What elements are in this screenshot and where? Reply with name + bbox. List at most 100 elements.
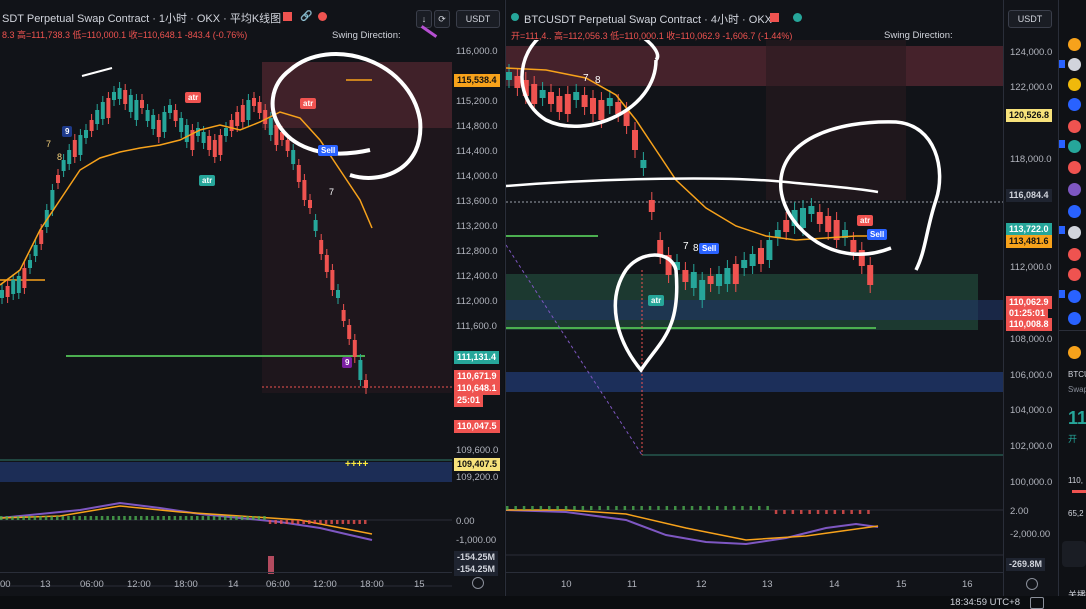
coin-icon[interactable] [1068, 38, 1081, 51]
right-chart-pane[interactable]: BTCUSDT Perpetual Swap Contract · 4小时 · … [505, 0, 1004, 596]
gear-icon[interactable] [1030, 597, 1044, 609]
countdown-tag: 01:25:01 [1006, 307, 1049, 320]
price-tick: 114,000.0 [456, 171, 498, 182]
osc-bar [134, 516, 137, 520]
settings-icon[interactable] [1026, 578, 1038, 590]
coin-icon[interactable] [1068, 78, 1081, 91]
left-price-axis[interactable]: USDT 116,000.0 115,200.0 114,800.0 114,4… [452, 0, 504, 609]
osc-bar [816, 510, 820, 514]
coin-icon[interactable] [1068, 58, 1081, 71]
osc-bar [514, 506, 517, 510]
annotation-circle [520, 40, 660, 129]
candle [364, 380, 368, 388]
coin-icon[interactable] [1068, 226, 1081, 239]
eight-marker: 8 [57, 152, 63, 162]
link-icon[interactable]: 🔗 [300, 11, 313, 22]
candle [257, 102, 262, 113]
sell-marker: Sell [699, 243, 720, 254]
price-tick: 122,000.0 [1010, 82, 1053, 93]
price-tag: 115,538.4 [454, 74, 500, 87]
coin-icon[interactable] [1068, 312, 1081, 325]
price-tick: 112,400.0 [456, 271, 498, 282]
candle [280, 132, 284, 140]
close-live-label[interactable]: 关播 [1068, 590, 1086, 600]
price-change: 开 [1068, 434, 1078, 444]
flag-icon[interactable] [283, 12, 292, 21]
status-dot-icon [511, 13, 519, 21]
annotation-circle [270, 52, 423, 180]
coin-icon[interactable] [1068, 161, 1081, 174]
osc-bar [224, 516, 227, 520]
time-tick: 06:00 [266, 579, 290, 590]
time-tick: 14 [829, 579, 840, 590]
candle [690, 272, 697, 288]
osc-tick: -1,000.00 [456, 535, 497, 546]
status-bar: 18:34:59 UTC+8 [0, 596, 1086, 609]
candle [100, 102, 105, 119]
coin-icon[interactable] [1068, 290, 1081, 303]
osc-tick: -2,000.00 [1010, 529, 1051, 540]
candle [699, 280, 706, 300]
candle [274, 125, 279, 145]
candle [196, 128, 200, 136]
right-time-axis[interactable]: 10 11 12 13 14 15 16 [506, 572, 1004, 596]
right-chart-title[interactable]: BTCUSDT Perpetual Swap Contract · 4小时 · … [524, 14, 772, 26]
time-tick: 12 [696, 579, 707, 590]
time-tick: 16 [962, 579, 973, 590]
coin-icon[interactable] [1068, 120, 1081, 133]
count-marker: 9 [342, 357, 353, 368]
candle [302, 180, 307, 200]
candle [581, 95, 588, 107]
candle [842, 230, 848, 238]
left-time-axis[interactable]: 00 13 06:00 12:00 18:00 14 06:00 12:00 1… [0, 572, 452, 596]
time-tick: 18:00 [174, 579, 198, 590]
coin-icon[interactable] [1068, 205, 1081, 218]
settings-icon[interactable] [472, 577, 484, 589]
seven-marker: 7 [583, 73, 589, 84]
flag-icon [1059, 290, 1065, 298]
left-currency-button[interactable]: USDT [456, 10, 500, 28]
right-chart-canvas[interactable] [506, 40, 1004, 596]
candle [0, 290, 4, 298]
atr-marker: atr [300, 98, 317, 109]
coin-icon[interactable] [1068, 140, 1081, 153]
flag-icon[interactable] [770, 13, 779, 22]
candle [665, 255, 672, 275]
osc-bar [151, 516, 154, 520]
left-chart-pane[interactable]: SDT Perpetual Swap Contract · 1小时 · OKX … [0, 0, 452, 596]
osc-bar [190, 516, 193, 520]
osc-bar [674, 506, 677, 510]
refresh-icon[interactable]: ⟳ [434, 10, 450, 28]
candle [347, 325, 352, 339]
candle [296, 165, 301, 182]
osc-bar [648, 506, 652, 510]
osc-bar [212, 516, 216, 520]
right-price-axis[interactable]: USDT 124,000.0 122,000.0 118,000.0 112,0… [1003, 0, 1058, 609]
candle [548, 92, 554, 104]
coin-icon[interactable] [1068, 98, 1081, 111]
osc-bar [598, 506, 601, 510]
osc-bar [257, 516, 261, 520]
price-tick: 115,200.0 [456, 96, 498, 107]
eight-marker: 8 [595, 75, 601, 86]
alert-icon[interactable] [793, 13, 802, 22]
time-tick: 06:00 [80, 579, 104, 590]
alert-icon[interactable] [318, 12, 327, 21]
osc-bar [285, 520, 289, 524]
osc-bar [44, 516, 48, 520]
last-price: 11 [1068, 408, 1086, 428]
info-card[interactable] [1062, 541, 1086, 567]
price-tick: 111,600.0 [456, 321, 497, 332]
osc-bar [522, 506, 526, 510]
left-chart-title[interactable]: SDT Perpetual Swap Contract · 1小时 · OKX … [2, 13, 282, 25]
coin-icon[interactable] [1068, 248, 1081, 261]
coin-icon[interactable] [1068, 183, 1081, 196]
left-chart-canvas[interactable] [0, 40, 452, 596]
candle [16, 276, 21, 293]
osc-bar [252, 516, 255, 520]
osc-bar [352, 520, 356, 524]
osc-bar [590, 506, 593, 510]
coin-icon[interactable] [1068, 268, 1081, 281]
right-currency-button[interactable]: USDT [1008, 10, 1052, 28]
right-candles [506, 64, 874, 308]
